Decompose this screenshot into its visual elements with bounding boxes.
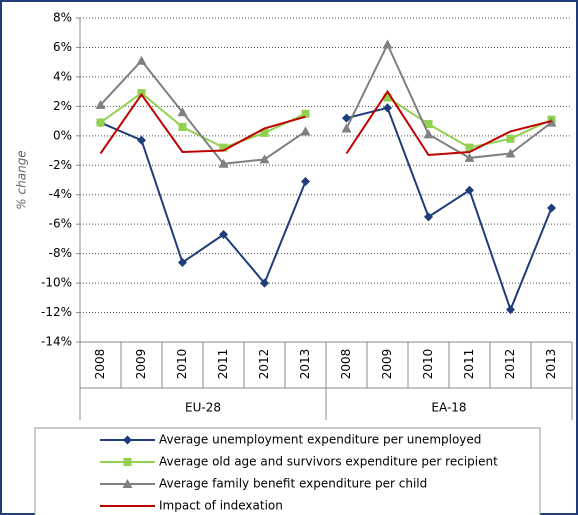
x-tick-label: 2011 [462, 349, 476, 380]
series-line [345, 89, 552, 157]
y-axis-label: % change [15, 150, 29, 209]
legend-marker [122, 479, 133, 488]
marker [137, 135, 146, 145]
y-tick-label: -8% [49, 246, 72, 260]
marker [260, 278, 269, 288]
x-tick-label: 2008 [93, 349, 107, 380]
marker [260, 128, 269, 137]
legend-label: Impact of indexation [159, 499, 283, 513]
y-tick-label: -10% [41, 276, 72, 290]
x-tick-label: 2011 [216, 349, 230, 380]
marker [96, 118, 105, 127]
marker [219, 143, 228, 152]
marker [424, 120, 433, 129]
marker [177, 107, 188, 117]
marker [218, 158, 229, 168]
marker [178, 122, 187, 131]
legend-label: Average family benefit expenditure per c… [159, 477, 427, 491]
x-tick-label: 2009 [134, 349, 148, 380]
x-tick-label: 2009 [380, 349, 394, 380]
marker [423, 129, 434, 139]
series-line [99, 59, 307, 165]
x-tick-label: 2010 [175, 349, 189, 380]
series-line [345, 42, 553, 159]
series-line [346, 106, 553, 313]
y-tick-label: -4% [49, 187, 72, 201]
legend-marker [123, 458, 132, 466]
legend-label: Average unemployment expenditure per une… [159, 433, 481, 447]
marker [464, 152, 475, 162]
marker [136, 55, 147, 65]
series-line [99, 92, 306, 155]
series-line [100, 121, 307, 286]
y-tick-label: 4% [53, 69, 72, 83]
marker [95, 99, 106, 109]
y-tick-label: 2% [53, 99, 72, 113]
marker [300, 126, 311, 136]
marker [178, 257, 187, 267]
x-tick-label: 2008 [339, 349, 353, 380]
y-tick-label: 6% [53, 40, 72, 54]
marker [382, 39, 393, 49]
marker [506, 305, 515, 315]
marker [342, 113, 351, 123]
marker [259, 154, 270, 164]
marker [547, 203, 556, 213]
marker [383, 93, 392, 102]
x-tick-label: 2010 [421, 349, 435, 380]
x-tick-label: 2012 [503, 349, 517, 380]
legend-label: Average old age and survivors expenditur… [159, 455, 498, 469]
y-tick-label: -12% [41, 305, 72, 319]
x-tick-label: 2013 [544, 349, 558, 380]
x-tick-label: 2013 [298, 349, 312, 380]
marker [465, 185, 474, 195]
group-label: EA-18 [431, 401, 466, 415]
legend-marker [123, 435, 132, 445]
y-tick-label: -6% [49, 217, 72, 231]
marker [506, 134, 515, 143]
marker [505, 148, 516, 158]
y-tick-label: -14% [41, 335, 72, 349]
y-tick-label: 0% [53, 128, 72, 142]
marker [341, 123, 352, 133]
marker [219, 229, 228, 239]
y-tick-label: -2% [49, 158, 72, 172]
marker [301, 109, 310, 118]
marker [424, 212, 433, 222]
marker [383, 103, 392, 113]
x-tick-label: 2012 [257, 349, 271, 380]
group-label: EU-28 [185, 401, 221, 415]
legend [34, 427, 541, 515]
marker [465, 143, 474, 152]
marker [301, 176, 310, 186]
y-tick-label: 8% [53, 11, 72, 25]
